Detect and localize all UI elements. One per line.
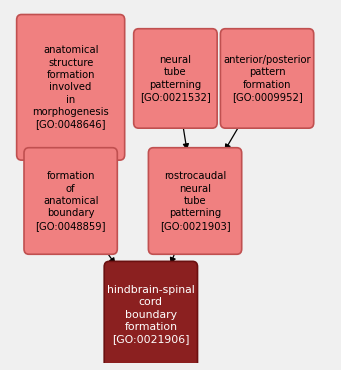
FancyBboxPatch shape (134, 29, 217, 128)
Text: formation
of
anatomical
boundary
[GO:0048859]: formation of anatomical boundary [GO:004… (35, 171, 106, 231)
Text: neural
tube
patterning
[GO:0021532]: neural tube patterning [GO:0021532] (140, 55, 211, 102)
Text: anterior/posterior
pattern
formation
[GO:0009952]: anterior/posterior pattern formation [GO… (223, 55, 311, 102)
FancyBboxPatch shape (24, 148, 117, 254)
Text: rostrocaudal
neural
tube
patterning
[GO:0021903]: rostrocaudal neural tube patterning [GO:… (160, 171, 231, 231)
Text: anatomical
structure
formation
involved
in
morphogenesis
[GO:0048646]: anatomical structure formation involved … (32, 45, 109, 130)
FancyBboxPatch shape (104, 261, 197, 368)
Text: hindbrain-spinal
cord
boundary
formation
[GO:0021906]: hindbrain-spinal cord boundary formation… (107, 285, 195, 344)
FancyBboxPatch shape (148, 148, 242, 254)
FancyBboxPatch shape (17, 14, 125, 160)
FancyBboxPatch shape (220, 29, 314, 128)
